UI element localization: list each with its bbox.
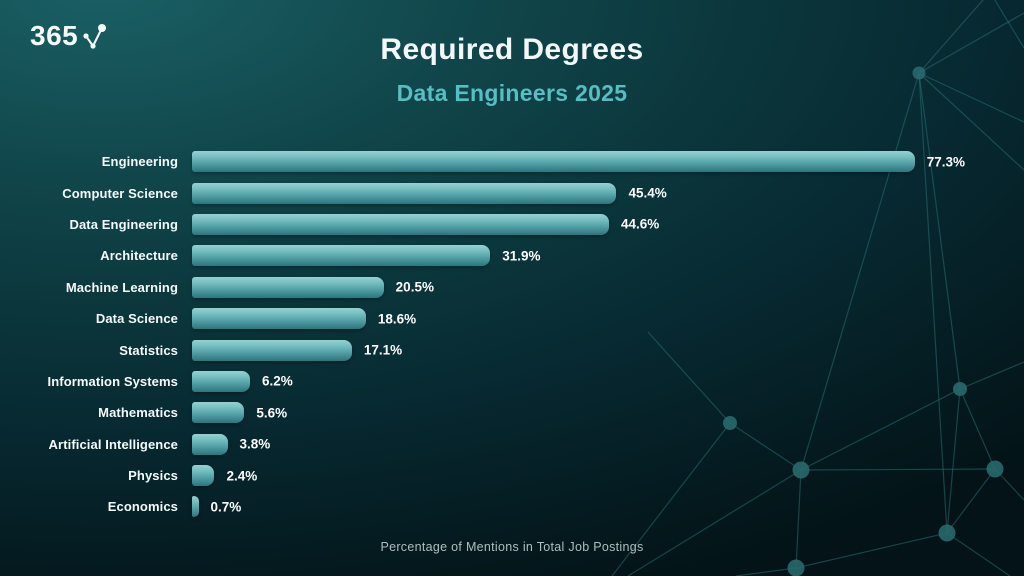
category-label: Data Science xyxy=(95,311,178,327)
chart-row: Computer Science 45.4% xyxy=(0,177,1024,208)
header: Required Degrees Data Engineers 2025 xyxy=(0,33,1024,107)
chart-row: Artificial Intelligence 3.8% xyxy=(0,429,1024,460)
bar xyxy=(192,308,366,330)
category-label: Engineering xyxy=(101,154,178,170)
value-label: 20.5% xyxy=(395,279,434,295)
bar-track: 0.7% xyxy=(192,496,1024,518)
bar-track: 2.4% xyxy=(192,465,1024,487)
chart-row: Mathematics 5.6% xyxy=(0,397,1024,428)
chart-row: Economics 0.7% xyxy=(0,491,1024,522)
trend-checkmark-icon xyxy=(83,24,107,49)
bar-track: 3.8% xyxy=(192,433,1024,455)
value-label: 31.9% xyxy=(502,248,541,264)
chart-row: Data Science 18.6% xyxy=(0,303,1024,334)
bar xyxy=(192,151,915,173)
value-label: 5.6% xyxy=(256,405,288,421)
value-label: 17.1% xyxy=(363,342,403,358)
bar xyxy=(192,182,617,204)
value-label: 6.2% xyxy=(261,373,293,389)
bar-track: 5.6% xyxy=(192,402,1024,424)
chart-row: Machine Learning 20.5% xyxy=(0,272,1024,303)
bar-track: 44.6% xyxy=(192,213,1024,235)
chart-subtitle: Data Engineers 2025 xyxy=(396,80,628,106)
category-label: Architecture xyxy=(100,248,178,264)
bar-track: 77.3% xyxy=(192,151,1024,173)
bar xyxy=(192,496,199,518)
bar xyxy=(192,245,491,267)
bar-track: 45.4% xyxy=(192,182,1024,204)
axis-caption: Percentage of Mentions in Total Job Post… xyxy=(380,540,644,554)
category-label: Computer Science xyxy=(62,185,178,201)
value-label: 2.4% xyxy=(226,468,258,484)
category-label: Artificial Intelligence xyxy=(48,436,178,452)
bar xyxy=(192,339,352,361)
chart-title: Required Degrees xyxy=(380,33,644,66)
chart-rows: Engineering 77.3% Computer Science 45.4% Dat… xyxy=(0,146,1024,523)
bar xyxy=(192,370,250,392)
category-label: Physics xyxy=(128,468,178,484)
chart-row: Architecture 31.9% xyxy=(0,240,1024,271)
chart-row: Physics 2.4% xyxy=(0,460,1024,491)
chart-row: Data Engineering 44.6% xyxy=(0,209,1024,240)
bar-track: 18.6% xyxy=(192,308,1024,330)
bar-track: 20.5% xyxy=(192,276,1024,298)
value-label: 77.3% xyxy=(926,154,966,170)
chart-row: Information Systems 6.2% xyxy=(0,366,1024,397)
bar xyxy=(192,213,609,235)
chart-row: Engineering 77.3% xyxy=(0,146,1024,177)
bar xyxy=(192,402,245,424)
value-label: 45.4% xyxy=(628,185,667,201)
category-label: Mathematics xyxy=(98,405,178,421)
value-label: 0.7% xyxy=(210,499,242,515)
chart-row: Statistics 17.1% xyxy=(0,334,1024,365)
bar xyxy=(192,465,215,487)
bar-track: 17.1% xyxy=(192,339,1024,361)
brand-logo: 365 xyxy=(30,22,107,52)
bar-track: 31.9% xyxy=(192,245,1024,267)
brand-logo-text: 365 xyxy=(30,20,79,51)
category-label: Statistics xyxy=(119,342,178,358)
bar-track: 6.2% xyxy=(192,370,1024,392)
bar-chart: Engineering 77.3% Computer Science 45.4% Dat… xyxy=(0,146,1024,523)
category-label: Information Systems xyxy=(47,373,178,389)
category-label: Machine Learning xyxy=(65,279,178,295)
value-label: 18.6% xyxy=(377,311,417,327)
category-label: Economics xyxy=(107,499,178,515)
value-label: 3.8% xyxy=(239,436,271,452)
value-label: 44.6% xyxy=(621,216,660,232)
bar xyxy=(192,276,384,298)
category-label: Data Engineering xyxy=(69,216,178,232)
bar xyxy=(192,433,228,455)
